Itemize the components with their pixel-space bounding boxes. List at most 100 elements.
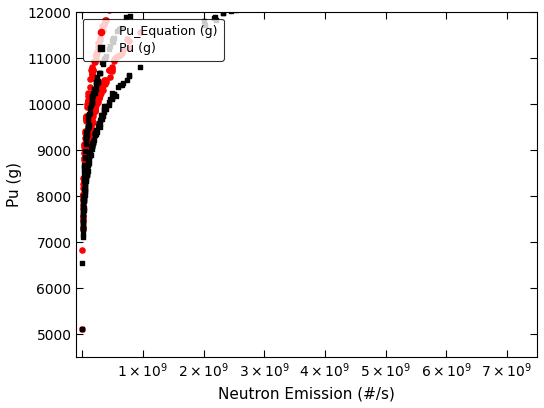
Pu (g) bbox=[87, 94, 96, 100]
Pu (g) bbox=[87, 143, 96, 150]
Pu_Equation (g) bbox=[91, 105, 100, 111]
Pu (g) bbox=[79, 178, 88, 184]
Pu (g) bbox=[95, 121, 103, 128]
Pu (g) bbox=[106, 42, 115, 49]
Pu_Equation (g) bbox=[97, 23, 106, 29]
Pu_Equation (g) bbox=[79, 180, 88, 187]
Pu (g) bbox=[102, 102, 110, 109]
Pu_Equation (g) bbox=[85, 128, 94, 135]
Pu (g) bbox=[244, 0, 252, 6]
Pu (g) bbox=[85, 105, 94, 111]
Pu_Equation (g) bbox=[107, 63, 116, 70]
Pu_Equation (g) bbox=[87, 67, 96, 73]
Pu (g) bbox=[82, 129, 91, 135]
Pu_Equation (g) bbox=[79, 155, 88, 161]
Pu_Equation (g) bbox=[91, 51, 100, 58]
Pu (g) bbox=[79, 208, 88, 215]
Pu (g) bbox=[84, 156, 93, 163]
Pu_Equation (g) bbox=[97, 89, 106, 96]
Pu_Equation (g) bbox=[88, 72, 96, 79]
Pu (g) bbox=[226, 7, 235, 14]
Pu_Equation (g) bbox=[79, 205, 88, 211]
Pu_Equation (g) bbox=[78, 213, 87, 220]
Pu (g) bbox=[90, 131, 99, 138]
Pu_Equation (g) bbox=[82, 161, 90, 167]
Pu (g) bbox=[101, 55, 109, 62]
Pu (g) bbox=[107, 95, 116, 101]
Pu_Equation (g) bbox=[98, 86, 107, 93]
Pu (g) bbox=[83, 132, 91, 138]
Pu_Equation (g) bbox=[84, 134, 93, 141]
Pu_Equation (g) bbox=[82, 114, 90, 121]
Pu_Equation (g) bbox=[83, 144, 92, 151]
Pu (g) bbox=[81, 178, 90, 184]
Pu_Equation (g) bbox=[100, 79, 109, 86]
Pu (g) bbox=[83, 160, 92, 167]
Pu_Equation (g) bbox=[110, 0, 119, 6]
Pu (g) bbox=[83, 169, 91, 175]
Pu_Equation (g) bbox=[107, 6, 116, 12]
Pu (g) bbox=[114, 84, 122, 91]
Pu_Equation (g) bbox=[110, 58, 119, 64]
Pu_Equation (g) bbox=[84, 92, 92, 99]
Pu (g) bbox=[126, 13, 134, 20]
Pu (g) bbox=[91, 127, 100, 134]
Pu (g) bbox=[86, 146, 95, 152]
Pu_Equation (g) bbox=[84, 134, 92, 141]
Pu (g) bbox=[97, 59, 106, 65]
Pu (g) bbox=[83, 162, 92, 168]
Pu (g) bbox=[95, 69, 104, 76]
Pu_Equation (g) bbox=[89, 112, 97, 119]
Pu (g) bbox=[84, 125, 92, 131]
Pu_Equation (g) bbox=[82, 114, 90, 121]
Pu (g) bbox=[125, 72, 133, 78]
Pu_Equation (g) bbox=[106, 5, 115, 12]
Pu_Equation (g) bbox=[83, 99, 92, 105]
Pu (g) bbox=[92, 74, 101, 80]
Pu (g) bbox=[82, 138, 90, 145]
Pu (g) bbox=[80, 155, 89, 162]
Pu (g) bbox=[81, 176, 90, 182]
Pu_Equation (g) bbox=[101, 19, 109, 26]
Pu_Equation (g) bbox=[80, 175, 89, 181]
Pu (g) bbox=[91, 131, 100, 137]
Pu_Equation (g) bbox=[82, 115, 90, 122]
Pu_Equation (g) bbox=[79, 192, 88, 199]
Pu (g) bbox=[79, 206, 88, 213]
Pu_Equation (g) bbox=[79, 202, 88, 208]
Pu (g) bbox=[84, 167, 92, 174]
Pu_Equation (g) bbox=[82, 114, 91, 120]
Pu (g) bbox=[87, 102, 96, 109]
Pu_Equation (g) bbox=[123, 36, 132, 42]
Pu (g) bbox=[78, 231, 87, 237]
Pu_Equation (g) bbox=[85, 117, 94, 124]
Pu (g) bbox=[100, 105, 108, 112]
Pu (g) bbox=[95, 121, 103, 127]
Pu_Equation (g) bbox=[91, 106, 100, 113]
Pu (g) bbox=[81, 192, 89, 198]
Pu (g) bbox=[82, 173, 91, 180]
Pu (g) bbox=[101, 104, 109, 111]
Pu_Equation (g) bbox=[84, 92, 93, 99]
Pu_Equation (g) bbox=[81, 170, 89, 176]
Pu_Equation (g) bbox=[91, 59, 100, 66]
Pu_Equation (g) bbox=[90, 102, 99, 109]
Pu_Equation (g) bbox=[78, 216, 87, 222]
Pu_Equation (g) bbox=[115, 51, 124, 58]
Pu (g) bbox=[81, 177, 90, 184]
Pu (g) bbox=[83, 129, 91, 136]
Pu (g) bbox=[136, 63, 145, 70]
Pu_Equation (g) bbox=[83, 139, 92, 146]
Pu (g) bbox=[78, 234, 87, 240]
Pu (g) bbox=[79, 206, 88, 213]
Pu_Equation (g) bbox=[85, 135, 94, 142]
Pu (g) bbox=[108, 36, 117, 43]
Pu_Equation (g) bbox=[84, 128, 93, 134]
Pu (g) bbox=[219, 9, 227, 16]
Pu (g) bbox=[200, 18, 208, 24]
Pu (g) bbox=[91, 78, 100, 85]
Pu_Equation (g) bbox=[95, 95, 103, 101]
Pu (g) bbox=[82, 141, 90, 147]
Pu (g) bbox=[100, 106, 109, 113]
Pu_Equation (g) bbox=[89, 118, 97, 125]
